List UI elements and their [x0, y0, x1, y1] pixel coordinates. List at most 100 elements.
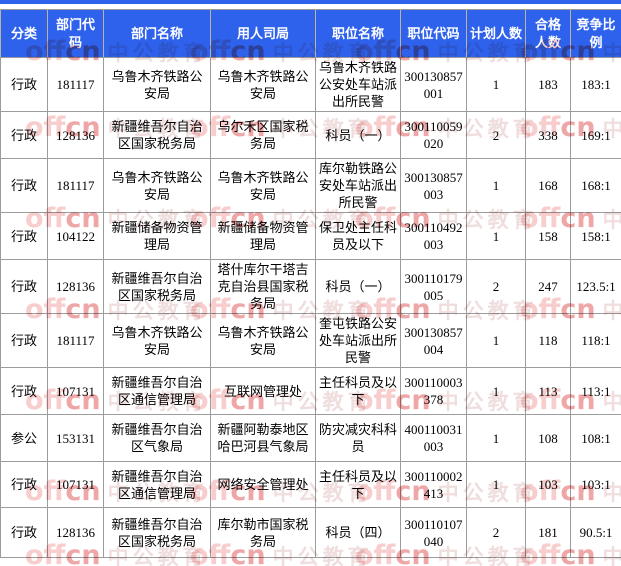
cell-position_code: 300110002413 — [400, 461, 467, 508]
cell-dept_code: 128136 — [47, 507, 104, 558]
cell-category: 行政 — [0, 367, 48, 415]
cell-position_code: 300110492003 — [400, 212, 467, 260]
col-header-position_code: 职位代码 — [400, 9, 467, 58]
table-row: 行政 107131 新疆维吾尔自治区通信管理局 网络安全管理处 主任科员及以下 30011… — [0, 461, 621, 508]
cell-planned: 1 — [466, 414, 526, 462]
col-header-planned: 计划人数 — [466, 9, 526, 58]
cell-planned: 1 — [466, 57, 526, 112]
cell-planned: 2 — [466, 507, 526, 558]
col-header-ratio: 竞争比例 — [570, 9, 621, 58]
cell-position_name: 库尔勒铁路公安处车站派出所民警 — [315, 158, 401, 213]
col-header-position_name: 职位名称 — [315, 9, 401, 58]
cell-qualified: 168 — [525, 158, 571, 213]
cell-dept_code: 128136 — [47, 259, 104, 314]
cell-position_name: 科员（一） — [315, 111, 401, 159]
cell-ratio: 90.5:1 — [570, 507, 621, 558]
cell-position_code: 300130857004 — [400, 313, 467, 368]
cell-position_code: 300110179005 — [400, 259, 467, 314]
cell-bureau: 新疆储备物资管理局 — [210, 212, 316, 260]
cell-position_code: 300110059020 — [400, 111, 467, 159]
cell-qualified: 247 — [525, 259, 571, 314]
cell-dept_code: 104122 — [47, 212, 104, 260]
table-header: 分类 部门代码 部门名称 用人司局 职位名称 职位代码 计划人数 合格人数 竞争比例 — [0, 9, 621, 58]
cell-bureau: 塔什库尔干塔吉克自治县国家税务局 — [210, 259, 316, 314]
col-header-bureau: 用人司局 — [210, 9, 316, 58]
cell-ratio: 113:1 — [570, 367, 621, 415]
cell-planned: 2 — [466, 111, 526, 159]
cell-dept_code: 181117 — [47, 57, 104, 112]
cell-bureau: 库尔勒市国家税务局 — [210, 507, 316, 558]
cell-dept_code: 107131 — [47, 367, 104, 415]
cell-ratio: 108:1 — [570, 414, 621, 462]
cell-bureau: 互联网管理处 — [210, 367, 316, 415]
cell-position_name: 主任科员及以下 — [315, 367, 401, 415]
cell-planned: 1 — [466, 313, 526, 368]
col-header-dept_name: 部门名称 — [103, 9, 211, 58]
cell-dept_code: 107131 — [47, 461, 104, 508]
cell-dept_name: 乌鲁木齐铁路公安局 — [103, 313, 211, 368]
cell-dept_name: 新疆维吾尔自治区国家税务局 — [103, 259, 211, 314]
cell-dept_name: 新疆维吾尔自治区通信管理局 — [103, 367, 211, 415]
cell-category: 行政 — [0, 461, 48, 508]
cell-category: 行政 — [0, 57, 48, 112]
cell-ratio: 169:1 — [570, 111, 621, 159]
cell-planned: 1 — [466, 461, 526, 508]
cell-planned: 2 — [466, 259, 526, 314]
cell-position_name: 乌鲁木齐铁路公安处车站派出所民警 — [315, 57, 401, 112]
cell-category: 参公 — [0, 414, 48, 462]
table-row: 行政 107131 新疆维吾尔自治区通信管理局 互联网管理处 主任科员及以下 300110… — [0, 367, 621, 415]
cell-bureau: 乌尔禾区国家税务局 — [210, 111, 316, 159]
table-row: 参公 153131 新疆维吾尔自治区气象局 新疆阿勒泰地区哈巴河县气象局 防灾减灾科科员… — [0, 414, 621, 462]
cell-ratio: 103:1 — [570, 461, 621, 508]
cell-category: 行政 — [0, 111, 48, 159]
cell-qualified: 118 — [525, 313, 571, 368]
cell-qualified: 108 — [525, 414, 571, 462]
cell-dept_code: 181117 — [47, 313, 104, 368]
cell-dept_name: 乌鲁木齐铁路公安局 — [103, 158, 211, 213]
cell-ratio: 123.5:1 — [570, 259, 621, 314]
cell-position_name: 保卫处主任科员及以下 — [315, 212, 401, 260]
table-body: 行政 181117 乌鲁木齐铁路公安局 乌鲁木齐铁路公安局 乌鲁木齐铁路公安处车站派出所… — [0, 57, 621, 558]
positions-table: 分类 部门代码 部门名称 用人司局 职位名称 职位代码 计划人数 合格人数 竞争比例 行政 181… — [0, 9, 621, 558]
cell-ratio: 118:1 — [570, 313, 621, 368]
cell-position_code: 300110003378 — [400, 367, 467, 415]
cell-position_name: 防灾减灾科科员 — [315, 414, 401, 462]
cell-position_name: 主任科员及以下 — [315, 461, 401, 508]
cell-position_name: 奎屯铁路公安处车站派出所民警 — [315, 313, 401, 368]
cell-dept_name: 新疆维吾尔自治区国家税务局 — [103, 507, 211, 558]
cell-qualified: 158 — [525, 212, 571, 260]
cell-bureau: 网络安全管理处 — [210, 461, 316, 508]
cell-dept_name: 新疆维吾尔自治区国家税务局 — [103, 111, 211, 159]
cell-category: 行政 — [0, 259, 48, 314]
col-header-dept_code: 部门代码 — [47, 9, 104, 58]
cell-qualified: 183 — [525, 57, 571, 112]
cell-bureau: 乌鲁木齐铁路公安局 — [210, 313, 316, 368]
cell-planned: 1 — [466, 367, 526, 415]
cell-category: 行政 — [0, 507, 48, 558]
table-row: 行政 181117 乌鲁木齐铁路公安局 乌鲁木齐铁路公安局 奎屯铁路公安处车站派出所民警… — [0, 313, 621, 368]
cell-dept_code: 153131 — [47, 414, 104, 462]
cell-position_code: 400110031003 — [400, 414, 467, 462]
table-row: 行政 104122 新疆储备物资管理局 新疆储备物资管理局 保卫处主任科员及以下 3001… — [0, 212, 621, 260]
cell-qualified: 181 — [525, 507, 571, 558]
cell-dept_name: 新疆储备物资管理局 — [103, 212, 211, 260]
cell-position_code: 300130857001 — [400, 57, 467, 112]
cell-category: 行政 — [0, 212, 48, 260]
cell-dept_code: 181117 — [47, 158, 104, 213]
cell-qualified: 113 — [525, 367, 571, 415]
col-header-category: 分类 — [0, 9, 48, 58]
table-row: 行政 181117 乌鲁木齐铁路公安局 乌鲁木齐铁路公安局 库尔勒铁路公安处车站派出所民… — [0, 158, 621, 213]
cell-dept_name: 新疆维吾尔自治区通信管理局 — [103, 461, 211, 508]
cell-dept_name: 新疆维吾尔自治区气象局 — [103, 414, 211, 462]
cell-position_code: 300130857003 — [400, 158, 467, 213]
cell-bureau: 新疆阿勒泰地区哈巴河县气象局 — [210, 414, 316, 462]
cell-planned: 1 — [466, 158, 526, 213]
cell-planned: 1 — [466, 212, 526, 260]
table-row: 行政 128136 新疆维吾尔自治区国家税务局 库尔勒市国家税务局 科员（四） 30011… — [0, 507, 621, 558]
cell-bureau: 乌鲁木齐铁路公安局 — [210, 158, 316, 213]
cell-dept_code: 128136 — [47, 111, 104, 159]
cell-position_name: 科员（一） — [315, 259, 401, 314]
col-header-qualified: 合格人数 — [525, 9, 571, 58]
cell-category: 行政 — [0, 158, 48, 213]
